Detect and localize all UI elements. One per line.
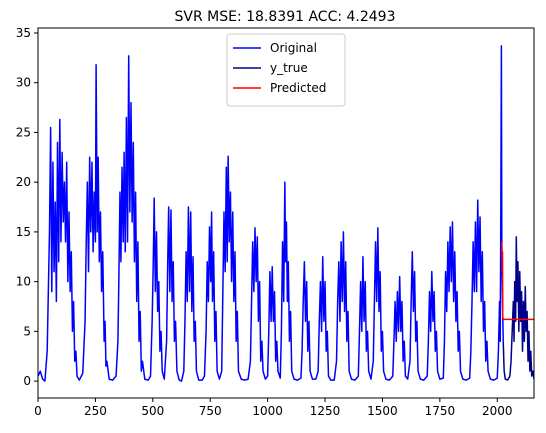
x-tick-label: 1250	[310, 404, 341, 418]
y-tick-label: 10	[16, 275, 31, 289]
x-axis: 0 250 500 750 1000 1250 1500 1750 2000	[34, 398, 513, 418]
y-tick-label: 25	[16, 125, 31, 139]
series-line-y-true	[502, 236, 534, 381]
y-axis: 0 5 10 15 20 25 30 35	[16, 26, 38, 388]
legend-label: y_true	[270, 61, 308, 75]
x-tick-label: 250	[84, 404, 107, 418]
legend-label: Predicted	[270, 81, 326, 95]
y-tick-label: 0	[23, 374, 31, 388]
x-tick-label: 0	[34, 404, 42, 418]
series-line-original	[38, 45, 504, 382]
legend-label: Original	[270, 41, 317, 55]
series-line-predicted	[501, 241, 534, 321]
y-tick-label: 30	[16, 76, 31, 90]
x-tick-label: 1500	[367, 404, 398, 418]
y-tick-label: 35	[16, 26, 31, 40]
y-tick-label: 5	[23, 324, 31, 338]
x-tick-label: 1000	[252, 404, 283, 418]
legend: Original y_true Predicted	[226, 33, 346, 107]
y-tick-label: 20	[16, 175, 31, 189]
axes-frame	[37, 27, 535, 399]
x-tick-label: 500	[141, 404, 164, 418]
y-tick-label: 15	[16, 225, 31, 239]
x-tick-label: 750	[199, 404, 222, 418]
plot-area	[38, 45, 534, 382]
chart-title: SVR MSE: 18.8391 ACC: 4.2493	[175, 9, 396, 25]
x-tick-label: 2000	[482, 404, 513, 418]
x-tick-label: 1750	[425, 404, 456, 418]
